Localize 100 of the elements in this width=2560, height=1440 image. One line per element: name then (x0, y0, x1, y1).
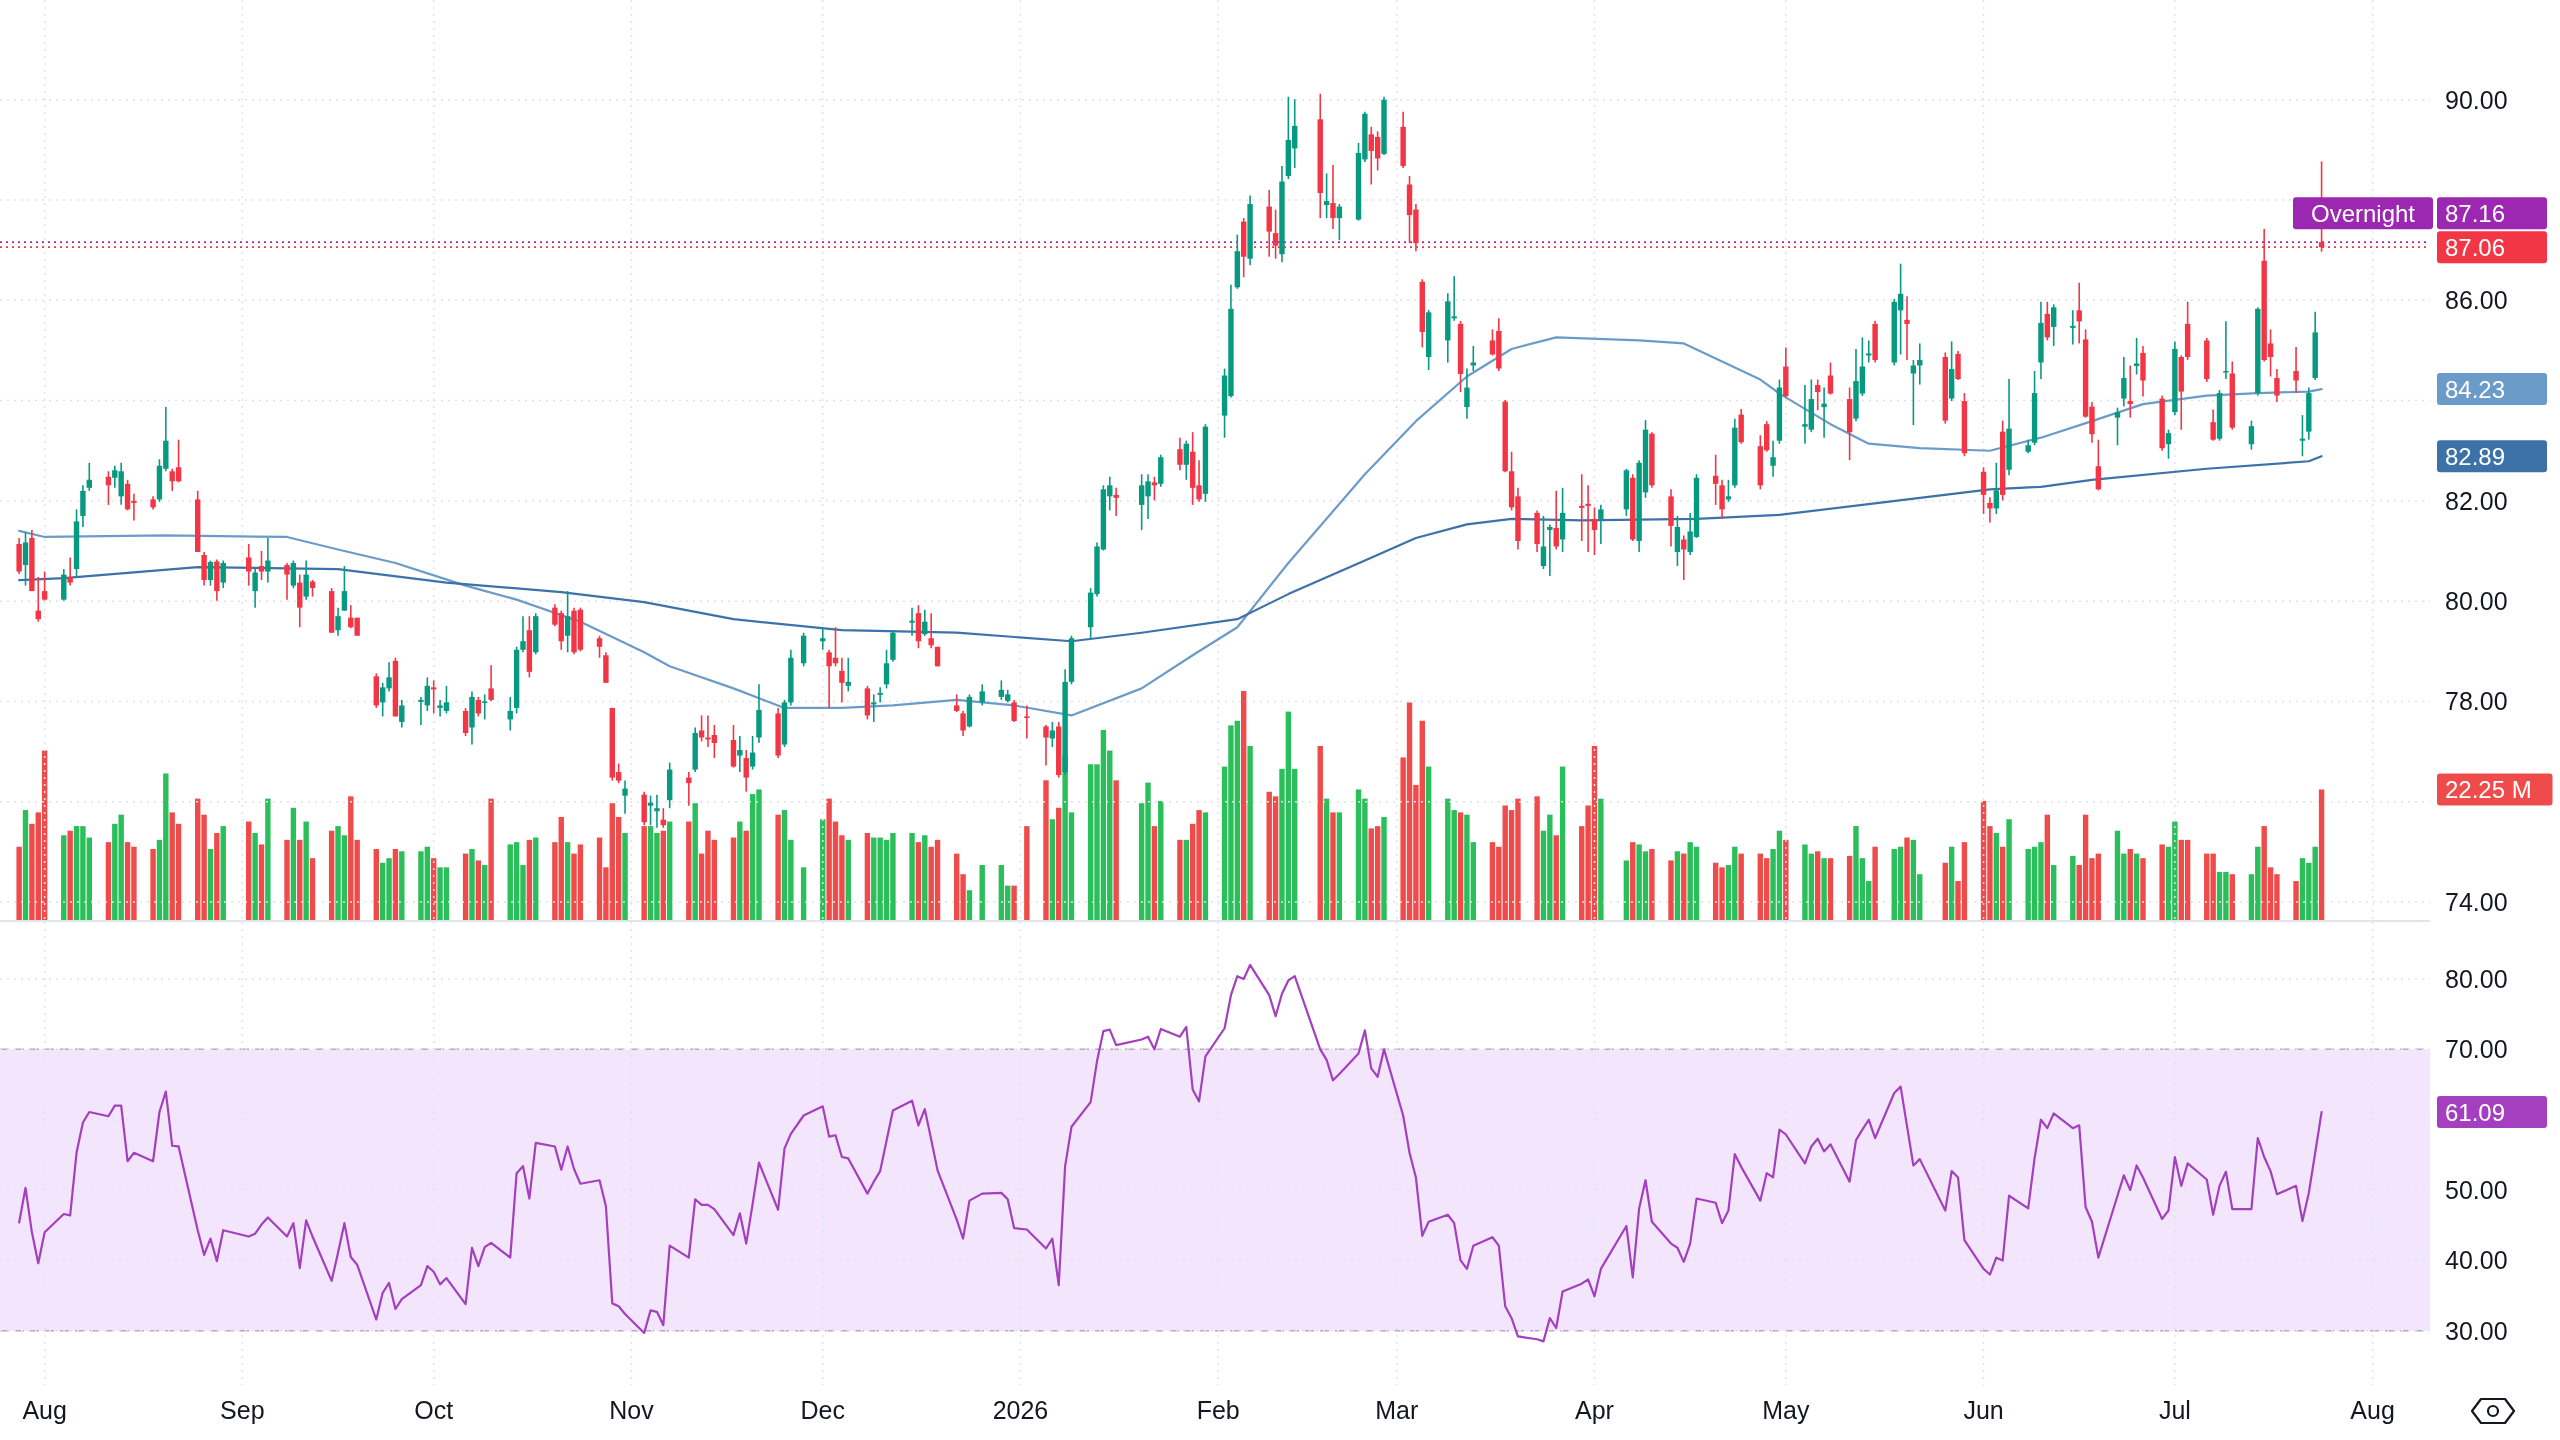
bar (207, 849, 214, 920)
y-tick-label: 61.09 (2445, 1098, 2506, 1126)
bar (2044, 814, 2051, 920)
x-tick-label: Apr (1575, 1396, 1614, 1424)
bar (2159, 844, 2165, 920)
candlestick (1770, 439, 1776, 478)
candlestick (1553, 490, 1559, 551)
bar (800, 867, 807, 920)
candlestick (2051, 303, 2057, 347)
candlestick (2114, 406, 2121, 447)
bar (2070, 855, 2076, 920)
bar (1846, 855, 1853, 920)
bar (1457, 812, 1464, 920)
bar (1598, 798, 1604, 920)
candlestick (1024, 704, 1030, 740)
y-tick-label: 40.00 (2445, 1246, 2508, 1275)
bar (686, 821, 692, 920)
candlestick (1585, 484, 1591, 553)
bar (1623, 860, 1630, 920)
candlestick (1113, 487, 1119, 517)
candlestick (341, 565, 348, 612)
bar (1534, 796, 1540, 920)
candlestick (1323, 172, 1330, 219)
bar (743, 830, 749, 920)
bar (67, 830, 73, 920)
bar (692, 803, 698, 920)
bar (1904, 837, 1910, 920)
candlestick (1712, 453, 1719, 506)
bar (564, 842, 571, 920)
candlestick (1866, 339, 1872, 364)
candlestick (2293, 346, 2299, 394)
bar (1630, 842, 1636, 920)
candlestick (1910, 359, 1917, 426)
bar (1948, 846, 1955, 920)
bar (622, 832, 628, 920)
bar (399, 851, 405, 920)
x-tick-label: Oct (414, 1396, 454, 1424)
candlestick (2070, 309, 2076, 346)
candlestick (2274, 368, 2280, 403)
candlestick (1821, 386, 1827, 439)
candlestick (1470, 345, 1477, 372)
candlestick (1725, 479, 1732, 503)
candlestick (2076, 281, 2082, 345)
bar (1425, 766, 1432, 920)
candlestick (883, 648, 890, 690)
y-tick-label: 78.00 (2445, 687, 2508, 716)
candlestick (1993, 461, 1999, 515)
bar (220, 826, 226, 920)
candlestick (2223, 320, 2229, 380)
annotation: Overnight (2310, 199, 2416, 227)
candlestick (488, 664, 494, 702)
candlestick (1591, 506, 1598, 556)
bar (979, 865, 985, 920)
bar (1158, 800, 1164, 920)
bar (328, 830, 335, 920)
candlestick (928, 612, 934, 650)
bar (1317, 745, 1323, 920)
bar (909, 832, 915, 920)
bar (309, 858, 316, 920)
y-tick-label: 50.00 (2445, 1176, 2508, 1205)
bar (252, 832, 258, 920)
bar (641, 826, 647, 920)
bar (1942, 862, 1948, 920)
bar (1330, 812, 1336, 920)
candlestick (22, 531, 29, 587)
candlestick (1815, 378, 1821, 411)
x-tick-label: Sep (220, 1396, 265, 1424)
candlestick (1464, 367, 1470, 420)
candlestick (877, 686, 883, 704)
candlestick (265, 537, 271, 584)
bar (22, 810, 29, 920)
candlestick (252, 568, 258, 609)
candlestick (2133, 337, 2140, 376)
bar (1151, 826, 1158, 920)
candlestick (1980, 466, 1987, 515)
ref-line-label: 87.06 (2445, 233, 2506, 261)
bar (1202, 812, 1209, 920)
x-tick-label: Jul (2158, 1396, 2191, 1424)
x-tick-label: Jun (1963, 1396, 2004, 1424)
candlestick (737, 735, 743, 773)
bar (1872, 846, 1878, 920)
bar (1113, 780, 1119, 920)
bar (1241, 691, 1247, 920)
bar (214, 832, 220, 920)
bar (462, 853, 469, 920)
y-tick-label: 86.00 (2445, 286, 2508, 315)
candlestick (686, 771, 692, 807)
candlestick (1540, 515, 1547, 570)
bar (469, 849, 475, 920)
bar (1043, 780, 1049, 920)
text: 22.25 M (2445, 775, 2532, 803)
bar (105, 842, 112, 920)
bar (1674, 851, 1681, 920)
candlestick (41, 570, 48, 602)
bar (1247, 745, 1253, 920)
candlestick (698, 714, 705, 743)
candlestick (1330, 164, 1336, 230)
ref-line-label: 87.16 (2445, 199, 2506, 227)
candlestick (1177, 436, 1183, 472)
candlestick (67, 556, 73, 587)
